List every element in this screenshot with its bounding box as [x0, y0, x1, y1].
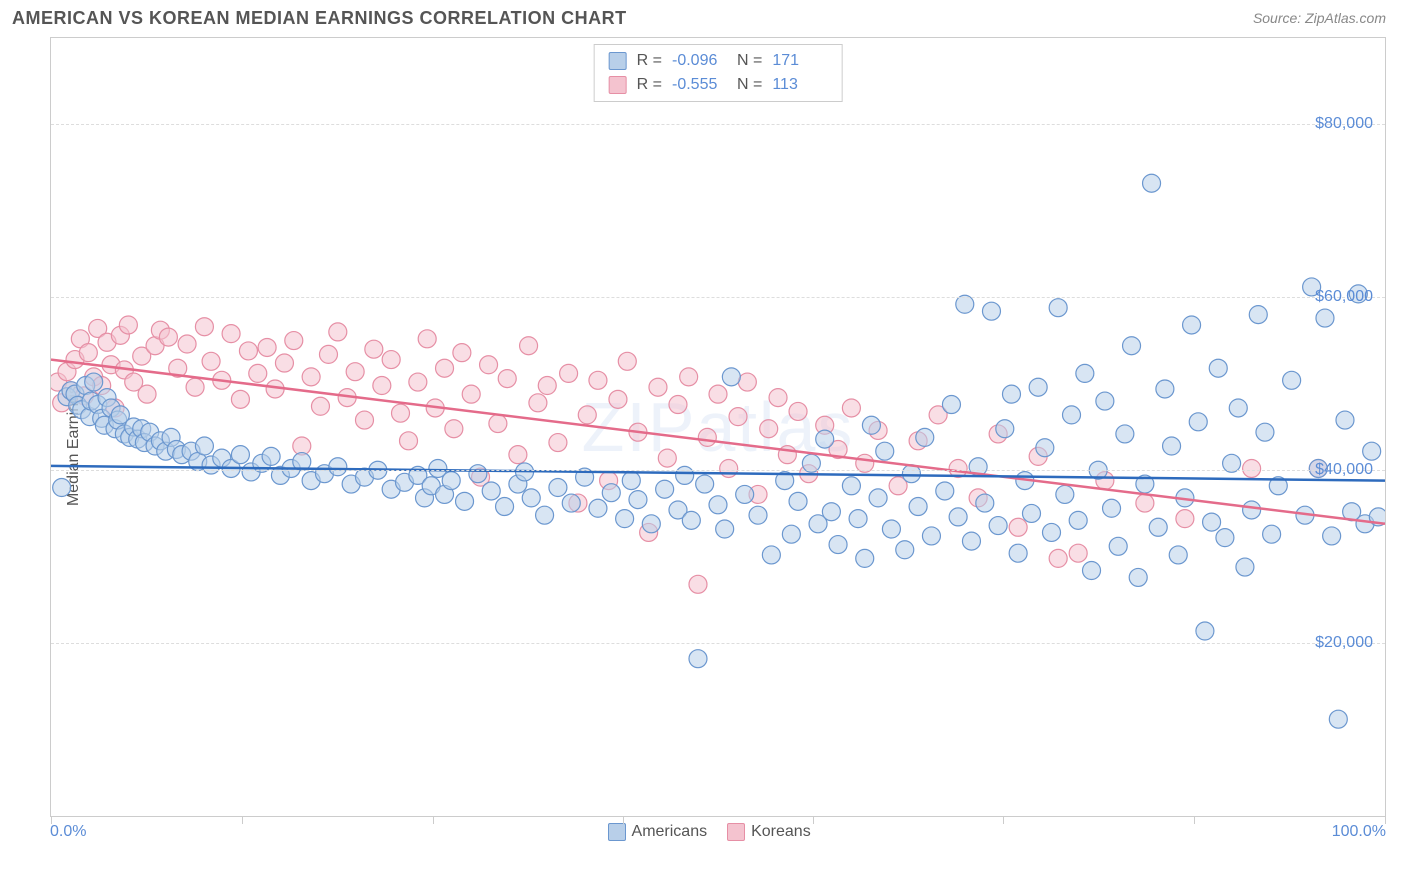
- chart-source: Source: ZipAtlas.com: [1253, 10, 1386, 28]
- swatch-americans-icon: [608, 823, 626, 841]
- ytick-label: $40,000: [1315, 461, 1373, 479]
- ytick-label: $80,000: [1315, 115, 1373, 133]
- swatch-koreans-icon: [727, 823, 745, 841]
- stats-legend-box: R = -0.096 N = 171 R = -0.555 N = 113: [594, 44, 843, 102]
- r-label: R =: [637, 49, 662, 73]
- source-value: ZipAtlas.com: [1305, 10, 1386, 26]
- legend-item-koreans: Koreans: [727, 823, 811, 841]
- n-value-koreans: 113: [772, 73, 827, 97]
- ytick-label: $60,000: [1315, 288, 1373, 306]
- swatch-americans: [609, 52, 627, 70]
- ytick-label: $20,000: [1315, 634, 1373, 652]
- r-label: R =: [637, 73, 662, 97]
- r-value-americans: -0.096: [672, 49, 727, 73]
- r-value-koreans: -0.555: [672, 73, 727, 97]
- xlim-max: 100.0%: [1332, 823, 1386, 841]
- xlim-min: 0.0%: [50, 823, 86, 841]
- n-label: N =: [737, 49, 762, 73]
- stats-row-americans: R = -0.096 N = 171: [609, 49, 828, 73]
- source-prefix: Source:: [1253, 10, 1305, 26]
- bottom-axis-row: 0.0% Americans Koreans 100.0%: [50, 823, 1386, 841]
- scatter-plot: [51, 38, 1385, 816]
- series-legend: Americans Koreans: [608, 823, 811, 841]
- swatch-koreans: [609, 76, 627, 94]
- chart-title: AMERICAN VS KOREAN MEDIAN EARNINGS CORRE…: [12, 8, 627, 29]
- legend-label-americans: Americans: [632, 823, 708, 841]
- legend-item-americans: Americans: [608, 823, 708, 841]
- stats-row-koreans: R = -0.555 N = 113: [609, 73, 828, 97]
- n-label: N =: [737, 73, 762, 97]
- chart-area: ZIPatlas R = -0.096 N = 171 R = -0.555 N…: [50, 37, 1386, 817]
- n-value-americans: 171: [772, 49, 827, 73]
- legend-label-koreans: Koreans: [751, 823, 811, 841]
